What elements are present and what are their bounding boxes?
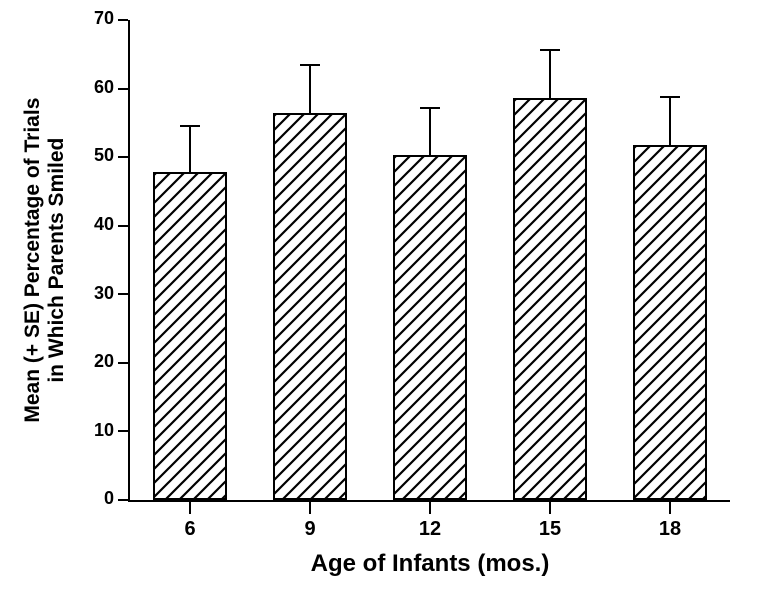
bar [513,98,587,500]
y-tick [118,430,128,432]
bar [633,145,707,500]
error-bar [669,97,671,145]
x-tick-label: 18 [640,518,700,541]
y-axis-title-line: Mean (+ SE) Percentage of Trials [21,20,45,500]
error-bar [549,50,551,98]
y-tick [118,499,128,501]
bar [393,155,467,500]
x-tick [429,502,431,514]
error-cap [180,125,201,127]
y-axis-title-line: in Which Parents Smiled [45,20,69,500]
plot-area [130,20,730,500]
y-tick-label: 0 [104,488,114,509]
y-tick-label: 60 [94,77,114,98]
error-cap [540,49,561,51]
error-bar [189,126,191,173]
y-tick-label: 40 [94,214,114,235]
bar [273,113,347,500]
x-tick [189,502,191,514]
error-cap [420,107,441,109]
error-cap [300,64,321,66]
y-tick [118,88,128,90]
y-axis-title-text: Mean (+ SE) Percentage of Trialsin Which… [21,20,69,500]
x-tick [309,502,311,514]
error-bar [429,108,431,155]
x-tick [669,502,671,514]
y-tick-label: 10 [94,420,114,441]
error-bar [309,65,311,112]
y-tick-label: 30 [94,283,114,304]
y-tick [118,156,128,158]
x-tick [549,502,551,514]
bar [153,172,227,500]
chart-stage: Mean (+ SE) Percentage of Trialsin Which… [0,0,777,595]
x-tick-label: 6 [160,518,220,541]
x-tick-label: 9 [280,518,340,541]
y-tick [118,19,128,21]
y-tick-label: 70 [94,8,114,29]
y-axis [128,20,130,500]
y-tick-label: 50 [94,145,114,166]
y-tick [118,225,128,227]
x-tick-label: 12 [400,518,460,541]
x-axis-title: Age of Infants (mos.) [130,550,730,578]
y-tick-label: 20 [94,351,114,372]
x-tick-label: 15 [520,518,580,541]
y-tick [118,362,128,364]
y-tick [118,293,128,295]
error-cap [660,96,681,98]
